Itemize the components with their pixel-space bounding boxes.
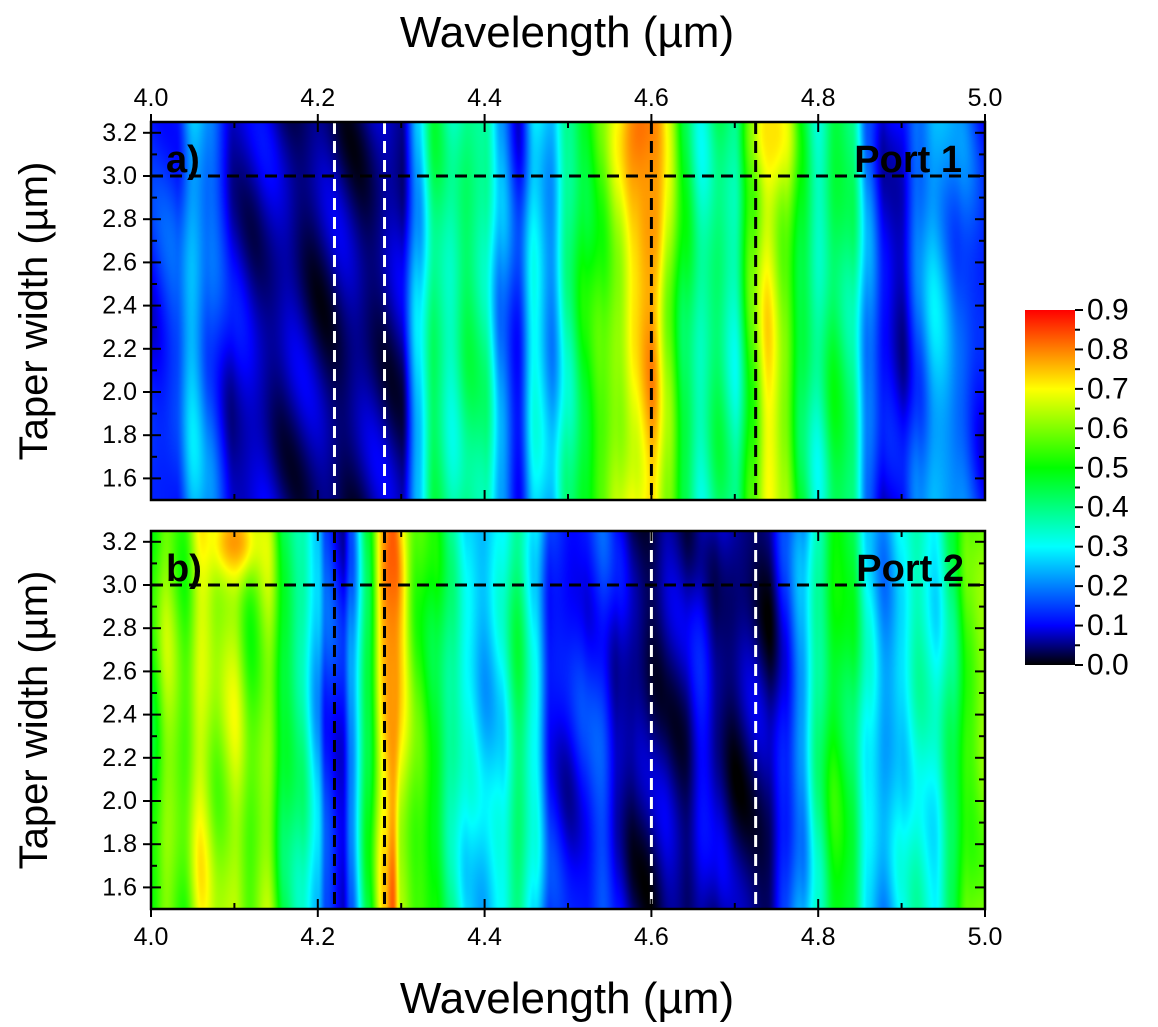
x-tick-label-a: 4.4 [467, 84, 502, 112]
annotation-port-1: Port 1 [854, 139, 962, 181]
colorbar-tick-label: 0.4 [1087, 491, 1129, 524]
colorbar-tick-label: 0.8 [1087, 333, 1129, 366]
colorbar-tick-label: 0.0 [1087, 649, 1129, 682]
bottom-x-axis-title: Wavelength (µm) [400, 974, 734, 1023]
y-axis-title-a: Taper width (µm) [12, 162, 56, 461]
x-tick-label-b: 4.6 [634, 923, 669, 951]
heatmap-b [151, 531, 985, 909]
y-tick-label-b: 1.8 [102, 830, 137, 858]
guides-a [151, 122, 985, 500]
colorbar-tick-label: 0.5 [1087, 451, 1129, 484]
x-tick-label-b: 4.8 [801, 923, 836, 951]
xticks-b: 4.0 4.2 4.4 4.6 4.8 5.0 [134, 531, 1003, 951]
yticks-b: 1.6 1.8 2.0 2.2 2.4 2.6 2.8 3.0 3.2 [102, 528, 985, 901]
panel-label-a: a) [166, 139, 200, 181]
yticks-a: 1.6 1.8 2.0 2.2 2.4 2.6 2.8 3.0 3.2 [102, 119, 985, 492]
y-tick-label-a: 2.2 [102, 335, 137, 363]
guides-b [151, 531, 985, 909]
y-tick-label-b: 3.0 [102, 571, 137, 599]
heatmap-a [151, 122, 985, 500]
y-tick-label-b: 2.2 [102, 744, 137, 772]
colorbar-tick-label: 0.9 [1087, 294, 1129, 327]
colorbar-ticks: 0.9 0.8 0.7 0.6 0.5 0.4 0.3 0.2 0.1 0.0 [1075, 294, 1129, 682]
x-tick-label-b: 5.0 [968, 923, 1003, 951]
y-tick-label-b: 2.6 [102, 657, 137, 685]
y-tick-label-b: 2.4 [102, 701, 137, 729]
y-tick-label-a: 2.6 [102, 248, 137, 276]
x-tick-label-a: 5.0 [968, 84, 1003, 112]
x-tick-label-b: 4.4 [467, 923, 502, 951]
colorbar-gradient [1025, 310, 1075, 665]
top-x-axis-title: Wavelength (µm) [400, 8, 734, 57]
y-tick-label-a: 1.8 [102, 421, 137, 449]
x-tick-label-a: 4.2 [300, 84, 335, 112]
colorbar-tick-label: 0.2 [1087, 570, 1129, 603]
y-tick-label-a: 3.2 [102, 119, 137, 147]
panel-label-b: b) [166, 548, 202, 590]
colorbar-tick-label: 0.7 [1087, 372, 1129, 405]
panel-b: 1.6 1.8 2.0 2.2 2.4 2.6 2.8 3.0 3.2 4.0 4.2 4.4 4.6… [12, 528, 1002, 951]
xticks-a: 4.0 4.2 4.4 4.6 4.8 5.0 [134, 84, 1003, 500]
x-tick-label-b: 4.0 [134, 923, 169, 951]
y-tick-label-b: 3.2 [102, 528, 137, 556]
y-tick-label-b: 2.0 [102, 787, 137, 815]
y-tick-label-a: 1.6 [102, 464, 137, 492]
y-axis-title-b: Taper width (µm) [12, 571, 56, 870]
x-tick-label-a: 4.8 [801, 84, 836, 112]
x-tick-label-a: 4.6 [634, 84, 669, 112]
x-tick-label-a: 4.0 [134, 84, 169, 112]
y-tick-label-b: 2.8 [102, 614, 137, 642]
y-tick-label-a: 2.8 [102, 205, 137, 233]
colorbar-tick-label: 0.6 [1087, 412, 1129, 445]
y-tick-label-b: 1.6 [102, 873, 137, 901]
colorbar: 0.9 0.8 0.7 0.6 0.5 0.4 0.3 0.2 0.1 0.0 [1025, 294, 1129, 682]
y-tick-label-a: 3.0 [102, 162, 137, 190]
panel-a: 1.6 1.8 2.0 2.2 2.4 2.6 2.8 3.0 3.2 4.0 4.2 4.4 4.6… [12, 84, 1003, 502]
y-tick-label-a: 2.4 [102, 292, 137, 320]
y-tick-label-a: 2.0 [102, 378, 137, 406]
annotation-port-2: Port 2 [856, 548, 964, 590]
colorbar-tick-label: 0.1 [1087, 609, 1129, 642]
colorbar-tick-label: 0.3 [1087, 530, 1129, 563]
x-tick-label-b: 4.2 [300, 923, 335, 951]
